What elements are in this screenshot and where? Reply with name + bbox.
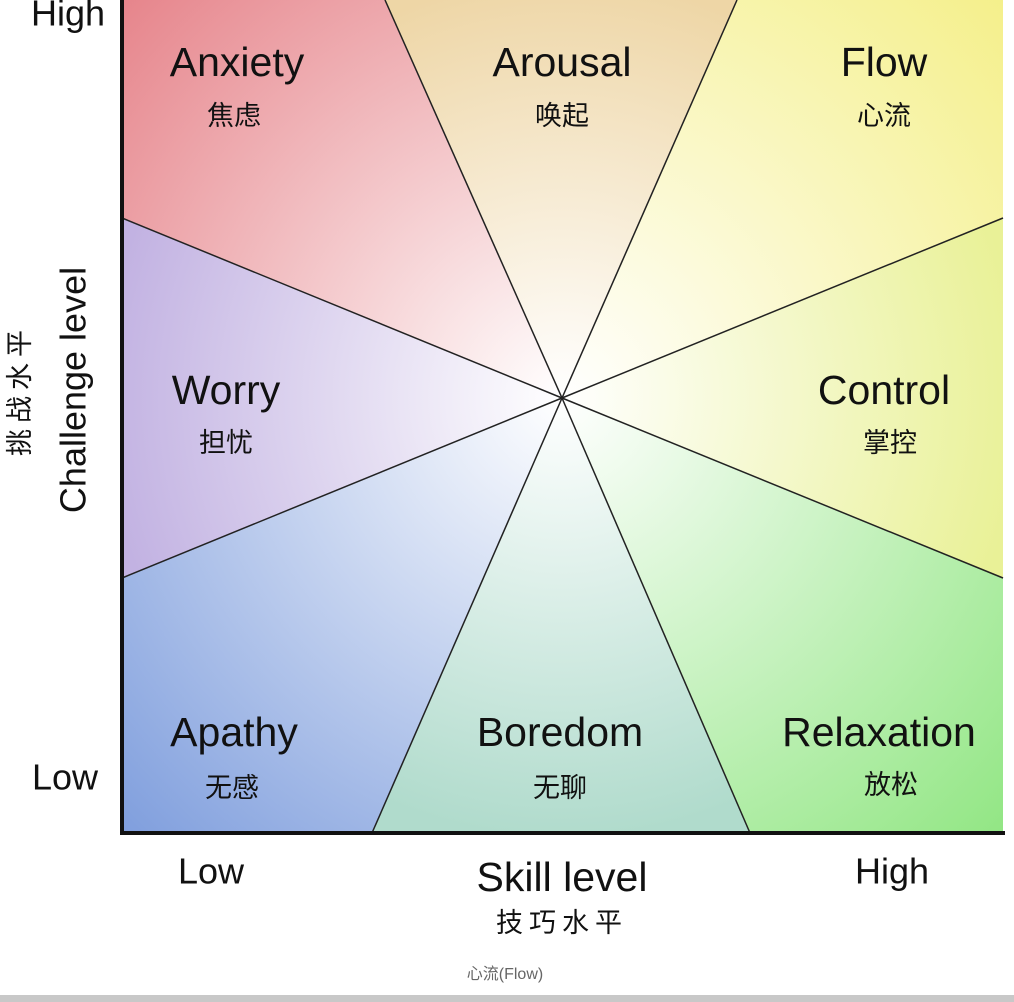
- region-label-zh: 心流: [857, 101, 911, 131]
- region-label-zh: 焦虑: [207, 101, 261, 131]
- divider: [561, 0, 738, 399]
- x-low-label: Low: [178, 851, 245, 892]
- divider: [561, 217, 1004, 399]
- region-label: Anxiety: [170, 39, 305, 85]
- region-anxiety: [122, 0, 562, 398]
- region-label-zh: 无聊: [533, 773, 587, 803]
- region-boredom: [372, 398, 750, 833]
- y-title: Challenge level: [53, 267, 94, 513]
- x-title-zh: 技巧水平: [496, 908, 628, 938]
- bottom-bar: [0, 995, 1014, 1002]
- region-control: [562, 218, 1003, 578]
- divider: [561, 397, 1004, 579]
- region-label-zh: 无感: [205, 773, 259, 803]
- region-worry: [122, 218, 562, 578]
- region-label-zh: 掌控: [863, 428, 917, 458]
- region-label: Apathy: [170, 709, 298, 755]
- region-arousal: [385, 0, 737, 398]
- region-label-zh: 唤起: [535, 101, 589, 131]
- caption: 心流(Flow): [467, 965, 543, 983]
- region-label: Boredom: [477, 709, 643, 755]
- region-label-zh: 担忧: [199, 428, 253, 458]
- divider: [561, 397, 751, 834]
- region-label: Worry: [172, 367, 281, 413]
- regions: [122, 0, 1003, 833]
- dividers: [121, 0, 1004, 834]
- region-label: Flow: [841, 39, 928, 85]
- region-label-zh: 放松: [864, 770, 918, 800]
- region-apathy: [122, 398, 562, 833]
- x-title: Skill level: [477, 854, 648, 900]
- region-label: Arousal: [492, 39, 631, 85]
- y-low-label: Low: [32, 757, 99, 798]
- region-label: Relaxation: [782, 709, 976, 755]
- y-title-zh: 挑战水平: [5, 324, 35, 456]
- region-label: Control: [818, 367, 950, 413]
- divider: [371, 397, 563, 834]
- divider: [384, 0, 563, 399]
- divider: [121, 217, 563, 399]
- y-high-label: High: [31, 0, 105, 34]
- region-relaxation: [562, 398, 1003, 833]
- region-flow: [562, 0, 1003, 398]
- divider: [121, 397, 563, 579]
- x-high-label: High: [855, 851, 929, 892]
